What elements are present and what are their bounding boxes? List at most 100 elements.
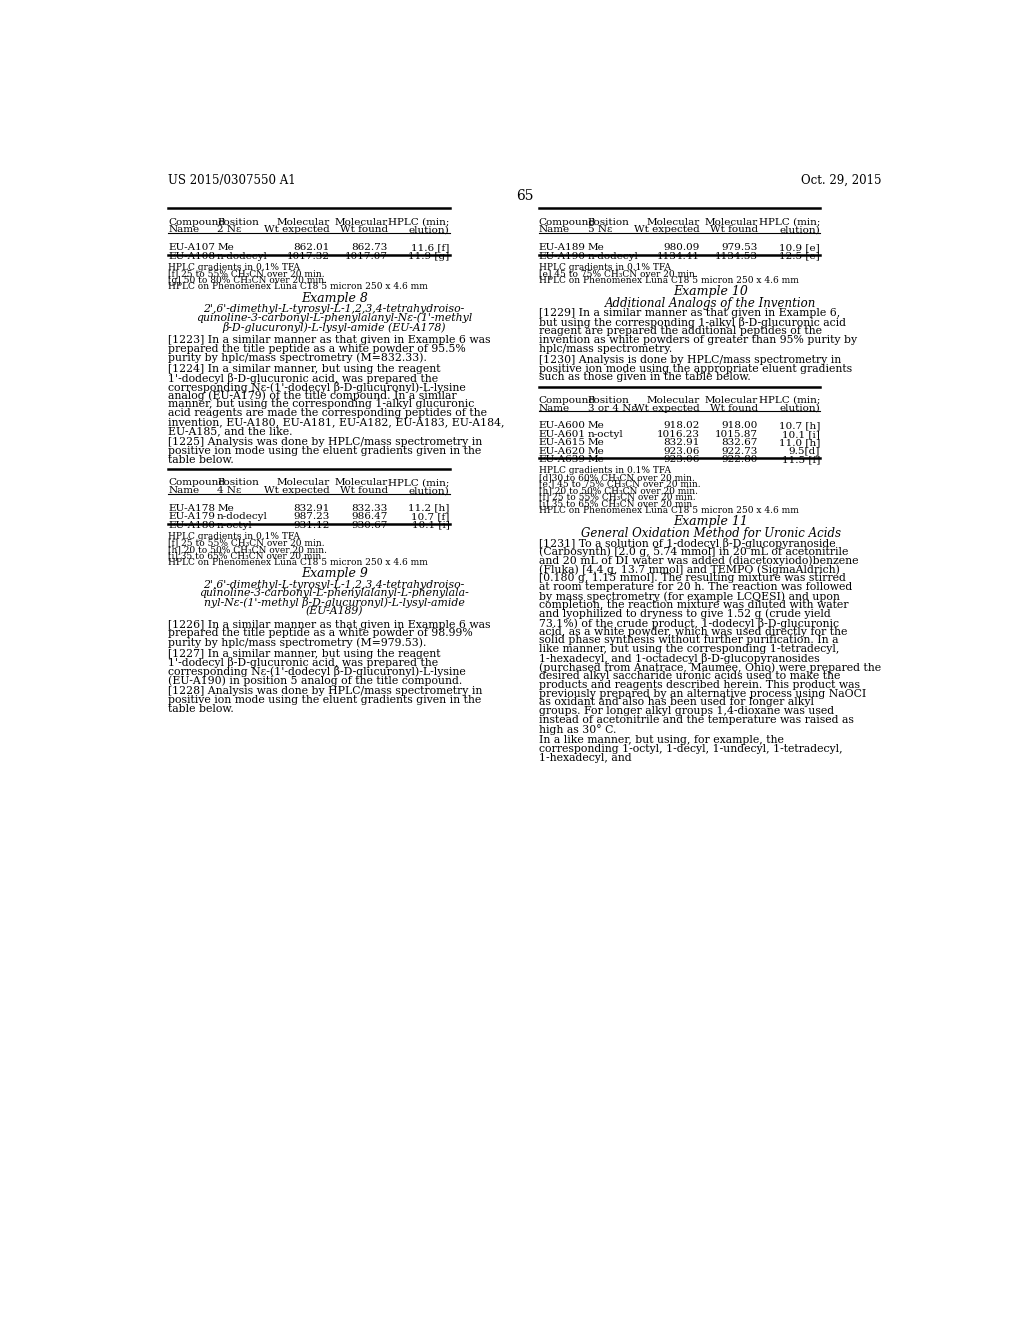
Text: [1231] To a solution of 1-dodecyl β-D-glucopyranoside: [1231] To a solution of 1-dodecyl β-D-gl…	[539, 539, 836, 549]
Text: In a like manner, but using, for example, the: In a like manner, but using, for example…	[539, 735, 783, 744]
Text: EU-A615: EU-A615	[539, 438, 586, 447]
Text: 930.67: 930.67	[351, 520, 388, 529]
Text: Wt expected: Wt expected	[634, 226, 700, 235]
Text: elution): elution)	[779, 404, 820, 413]
Text: 10.1 [i]: 10.1 [i]	[782, 430, 820, 438]
Text: Wt found: Wt found	[710, 226, 758, 235]
Text: Wt found: Wt found	[340, 486, 388, 495]
Text: Me: Me	[588, 421, 604, 430]
Text: 10.7 [h]: 10.7 [h]	[778, 421, 820, 430]
Text: EU-A107: EU-A107	[168, 243, 215, 252]
Text: Position: Position	[217, 478, 259, 487]
Text: 980.09: 980.09	[664, 243, 700, 252]
Text: Example 10: Example 10	[674, 285, 749, 298]
Text: previously prepared by an alternative process using NaOCI: previously prepared by an alternative pr…	[539, 689, 866, 698]
Text: 987.23: 987.23	[293, 512, 330, 521]
Text: 1-hexadecyl, and: 1-hexadecyl, and	[539, 752, 632, 763]
Text: EU-A185, and the like.: EU-A185, and the like.	[168, 426, 293, 436]
Text: [1225] Analysis was done by HPLC/mass spectrometry in: [1225] Analysis was done by HPLC/mass sp…	[168, 437, 482, 447]
Text: 12.5 [e]: 12.5 [e]	[779, 252, 820, 260]
Text: prepared the title peptide as a white powder of 98.99%: prepared the title peptide as a white po…	[168, 628, 473, 639]
Text: [1228] Analysis was done by HPLC/mass spectrometry in: [1228] Analysis was done by HPLC/mass sp…	[168, 686, 482, 696]
Text: at room temperature for 20 h. The reaction was followed: at room temperature for 20 h. The reacti…	[539, 582, 852, 593]
Text: 832.67: 832.67	[722, 438, 758, 447]
Text: Compound: Compound	[539, 218, 596, 227]
Text: by mass spectrometry (for example LCQESI) and upon: by mass spectrometry (for example LCQESI…	[539, 591, 840, 602]
Text: positive ion mode using the appropriate eluent gradients: positive ion mode using the appropriate …	[539, 363, 852, 374]
Text: 1017.07: 1017.07	[345, 252, 388, 260]
Text: invention, EU-A180, EU-A181, EU-A182, EU-A183, EU-A184,: invention, EU-A180, EU-A181, EU-A182, EU…	[168, 417, 505, 428]
Text: positive ion mode using the eluent gradients given in the: positive ion mode using the eluent gradi…	[168, 446, 481, 455]
Text: Position: Position	[217, 218, 259, 227]
Text: and lyophilized to dryness to give 1.52 g (crude yield: and lyophilized to dryness to give 1.52 …	[539, 609, 830, 619]
Text: Me: Me	[588, 455, 604, 465]
Text: [1229] In a similar manner as that given in Example 6,: [1229] In a similar manner as that given…	[539, 308, 840, 318]
Text: but using the corresponding 1-alkyl β-D-glucuronic acid: but using the corresponding 1-alkyl β-D-…	[539, 317, 846, 329]
Text: [d]30 to 60% CH₃CN over 20 min.: [d]30 to 60% CH₃CN over 20 min.	[539, 473, 694, 482]
Text: 2 Nε: 2 Nε	[217, 226, 242, 235]
Text: Me: Me	[217, 504, 233, 512]
Text: 11.9 [g]: 11.9 [g]	[409, 252, 450, 260]
Text: β-D-glucuronyl)-L-lysyl-amide (EU-A178): β-D-glucuronyl)-L-lysyl-amide (EU-A178)	[222, 322, 445, 333]
Text: n-dodecyl: n-dodecyl	[588, 252, 638, 260]
Text: Wt found: Wt found	[340, 226, 388, 235]
Text: invention as white powders of greater than 95% purity by: invention as white powders of greater th…	[539, 335, 857, 345]
Text: instead of acetonitrile and the temperature was raised as: instead of acetonitrile and the temperat…	[539, 715, 854, 725]
Text: [i] 35 to 65% CH₃CN over 20 min: [i] 35 to 65% CH₃CN over 20 min	[539, 499, 692, 508]
Text: HPLC on Phenomenex Luna C18 5 micron 250 x 4.6 mm: HPLC on Phenomenex Luna C18 5 micron 250…	[168, 558, 428, 568]
Text: 1017.32: 1017.32	[287, 252, 330, 260]
Text: [f] 25 to 55% CH₃CN over 20 min.: [f] 25 to 55% CH₃CN over 20 min.	[539, 492, 695, 502]
Text: products and reagents described herein. This product was: products and reagents described herein. …	[539, 680, 860, 689]
Text: n-octyl: n-octyl	[588, 430, 624, 438]
Text: HPLC gradients in 0.1% TFA: HPLC gradients in 0.1% TFA	[539, 263, 671, 272]
Text: [1227] In a similar manner, but using the reagent: [1227] In a similar manner, but using th…	[168, 648, 440, 659]
Text: corresponding Nε-(1'-dodecyl β-D-glucuronyl)-L-lysine: corresponding Nε-(1'-dodecyl β-D-glucuro…	[168, 381, 466, 393]
Text: 4 Nε: 4 Nε	[217, 486, 242, 495]
Text: EU-A639: EU-A639	[539, 455, 586, 465]
Text: EU-A620: EU-A620	[539, 446, 586, 455]
Text: Oct. 29, 2015: Oct. 29, 2015	[801, 174, 882, 187]
Text: [1223] In a similar manner as that given in Example 6 was: [1223] In a similar manner as that given…	[168, 335, 490, 345]
Text: [e] 45 to 75% CH₃CN over 20 min.: [e] 45 to 75% CH₃CN over 20 min.	[539, 269, 697, 279]
Text: 1'-dodecyl β-D-glucuronic acid, was prepared the: 1'-dodecyl β-D-glucuronic acid, was prep…	[168, 372, 438, 384]
Text: elution): elution)	[779, 226, 820, 235]
Text: 1'-dodecyl β-D-glucuronic acid, was prepared the: 1'-dodecyl β-D-glucuronic acid, was prep…	[168, 657, 438, 668]
Text: (EU-A190) in position 5 analog of the title compound.: (EU-A190) in position 5 analog of the ti…	[168, 675, 463, 685]
Text: HPLC (min;: HPLC (min;	[388, 478, 450, 487]
Text: 5 Nε: 5 Nε	[588, 226, 611, 235]
Text: Molecular: Molecular	[705, 218, 758, 227]
Text: Wt expected: Wt expected	[264, 226, 330, 235]
Text: solid phase synthesis without further purification. In a: solid phase synthesis without further pu…	[539, 635, 839, 645]
Text: EU-A189: EU-A189	[539, 243, 586, 252]
Text: 11.6 [f]: 11.6 [f]	[412, 243, 450, 252]
Text: 11.5 [f]: 11.5 [f]	[781, 455, 820, 465]
Text: 986.47: 986.47	[351, 512, 388, 521]
Text: n-octyl: n-octyl	[217, 520, 253, 529]
Text: Name: Name	[168, 486, 200, 495]
Text: high as 30° C.: high as 30° C.	[539, 723, 616, 735]
Text: 923.06: 923.06	[664, 446, 700, 455]
Text: [f] 25 to 55% CH₃CN over 20 min.: [f] 25 to 55% CH₃CN over 20 min.	[168, 539, 325, 548]
Text: 922.80: 922.80	[722, 455, 758, 465]
Text: acid reagents are made the corresponding peptides of the: acid reagents are made the corresponding…	[168, 408, 487, 418]
Text: EU-A190: EU-A190	[539, 252, 586, 260]
Text: 73.1%) of the crude product, 1-dodecyl β-D-glucuronic: 73.1%) of the crude product, 1-dodecyl β…	[539, 618, 839, 628]
Text: Molecular: Molecular	[276, 218, 330, 227]
Text: 1134.53: 1134.53	[715, 252, 758, 260]
Text: Wt expected: Wt expected	[264, 486, 330, 495]
Text: [1230] Analysis is done by HPLC/mass spectrometry in: [1230] Analysis is done by HPLC/mass spe…	[539, 355, 841, 364]
Text: Me: Me	[588, 243, 604, 252]
Text: as oxidant and also has been used for longer alkyl: as oxidant and also has been used for lo…	[539, 697, 814, 708]
Text: 11.0 [h]: 11.0 [h]	[778, 438, 820, 447]
Text: HPLC on Phenomenex Luna C18 5 micron 250 x 4.6 mm: HPLC on Phenomenex Luna C18 5 micron 250…	[168, 282, 428, 292]
Text: HPLC on Phenomenex Luna C18 5 micron 250 x 4.6 mm: HPLC on Phenomenex Luna C18 5 micron 250…	[539, 276, 799, 285]
Text: [h] 20 to 50% CH₃CN over 20 min.: [h] 20 to 50% CH₃CN over 20 min.	[168, 545, 328, 554]
Text: General Oxidation Method for Uronic Acids: General Oxidation Method for Uronic Acid…	[581, 527, 841, 540]
Text: HPLC gradients in 0.1% TFA: HPLC gradients in 0.1% TFA	[168, 532, 300, 541]
Text: 1015.87: 1015.87	[715, 430, 758, 438]
Text: Molecular: Molecular	[335, 478, 388, 487]
Text: Example 11: Example 11	[674, 515, 749, 528]
Text: 918.00: 918.00	[722, 421, 758, 430]
Text: Molecular: Molecular	[276, 478, 330, 487]
Text: HPLC on Phenomenex Luna C18 5 micron 250 x 4.6 mm: HPLC on Phenomenex Luna C18 5 micron 250…	[539, 506, 799, 515]
